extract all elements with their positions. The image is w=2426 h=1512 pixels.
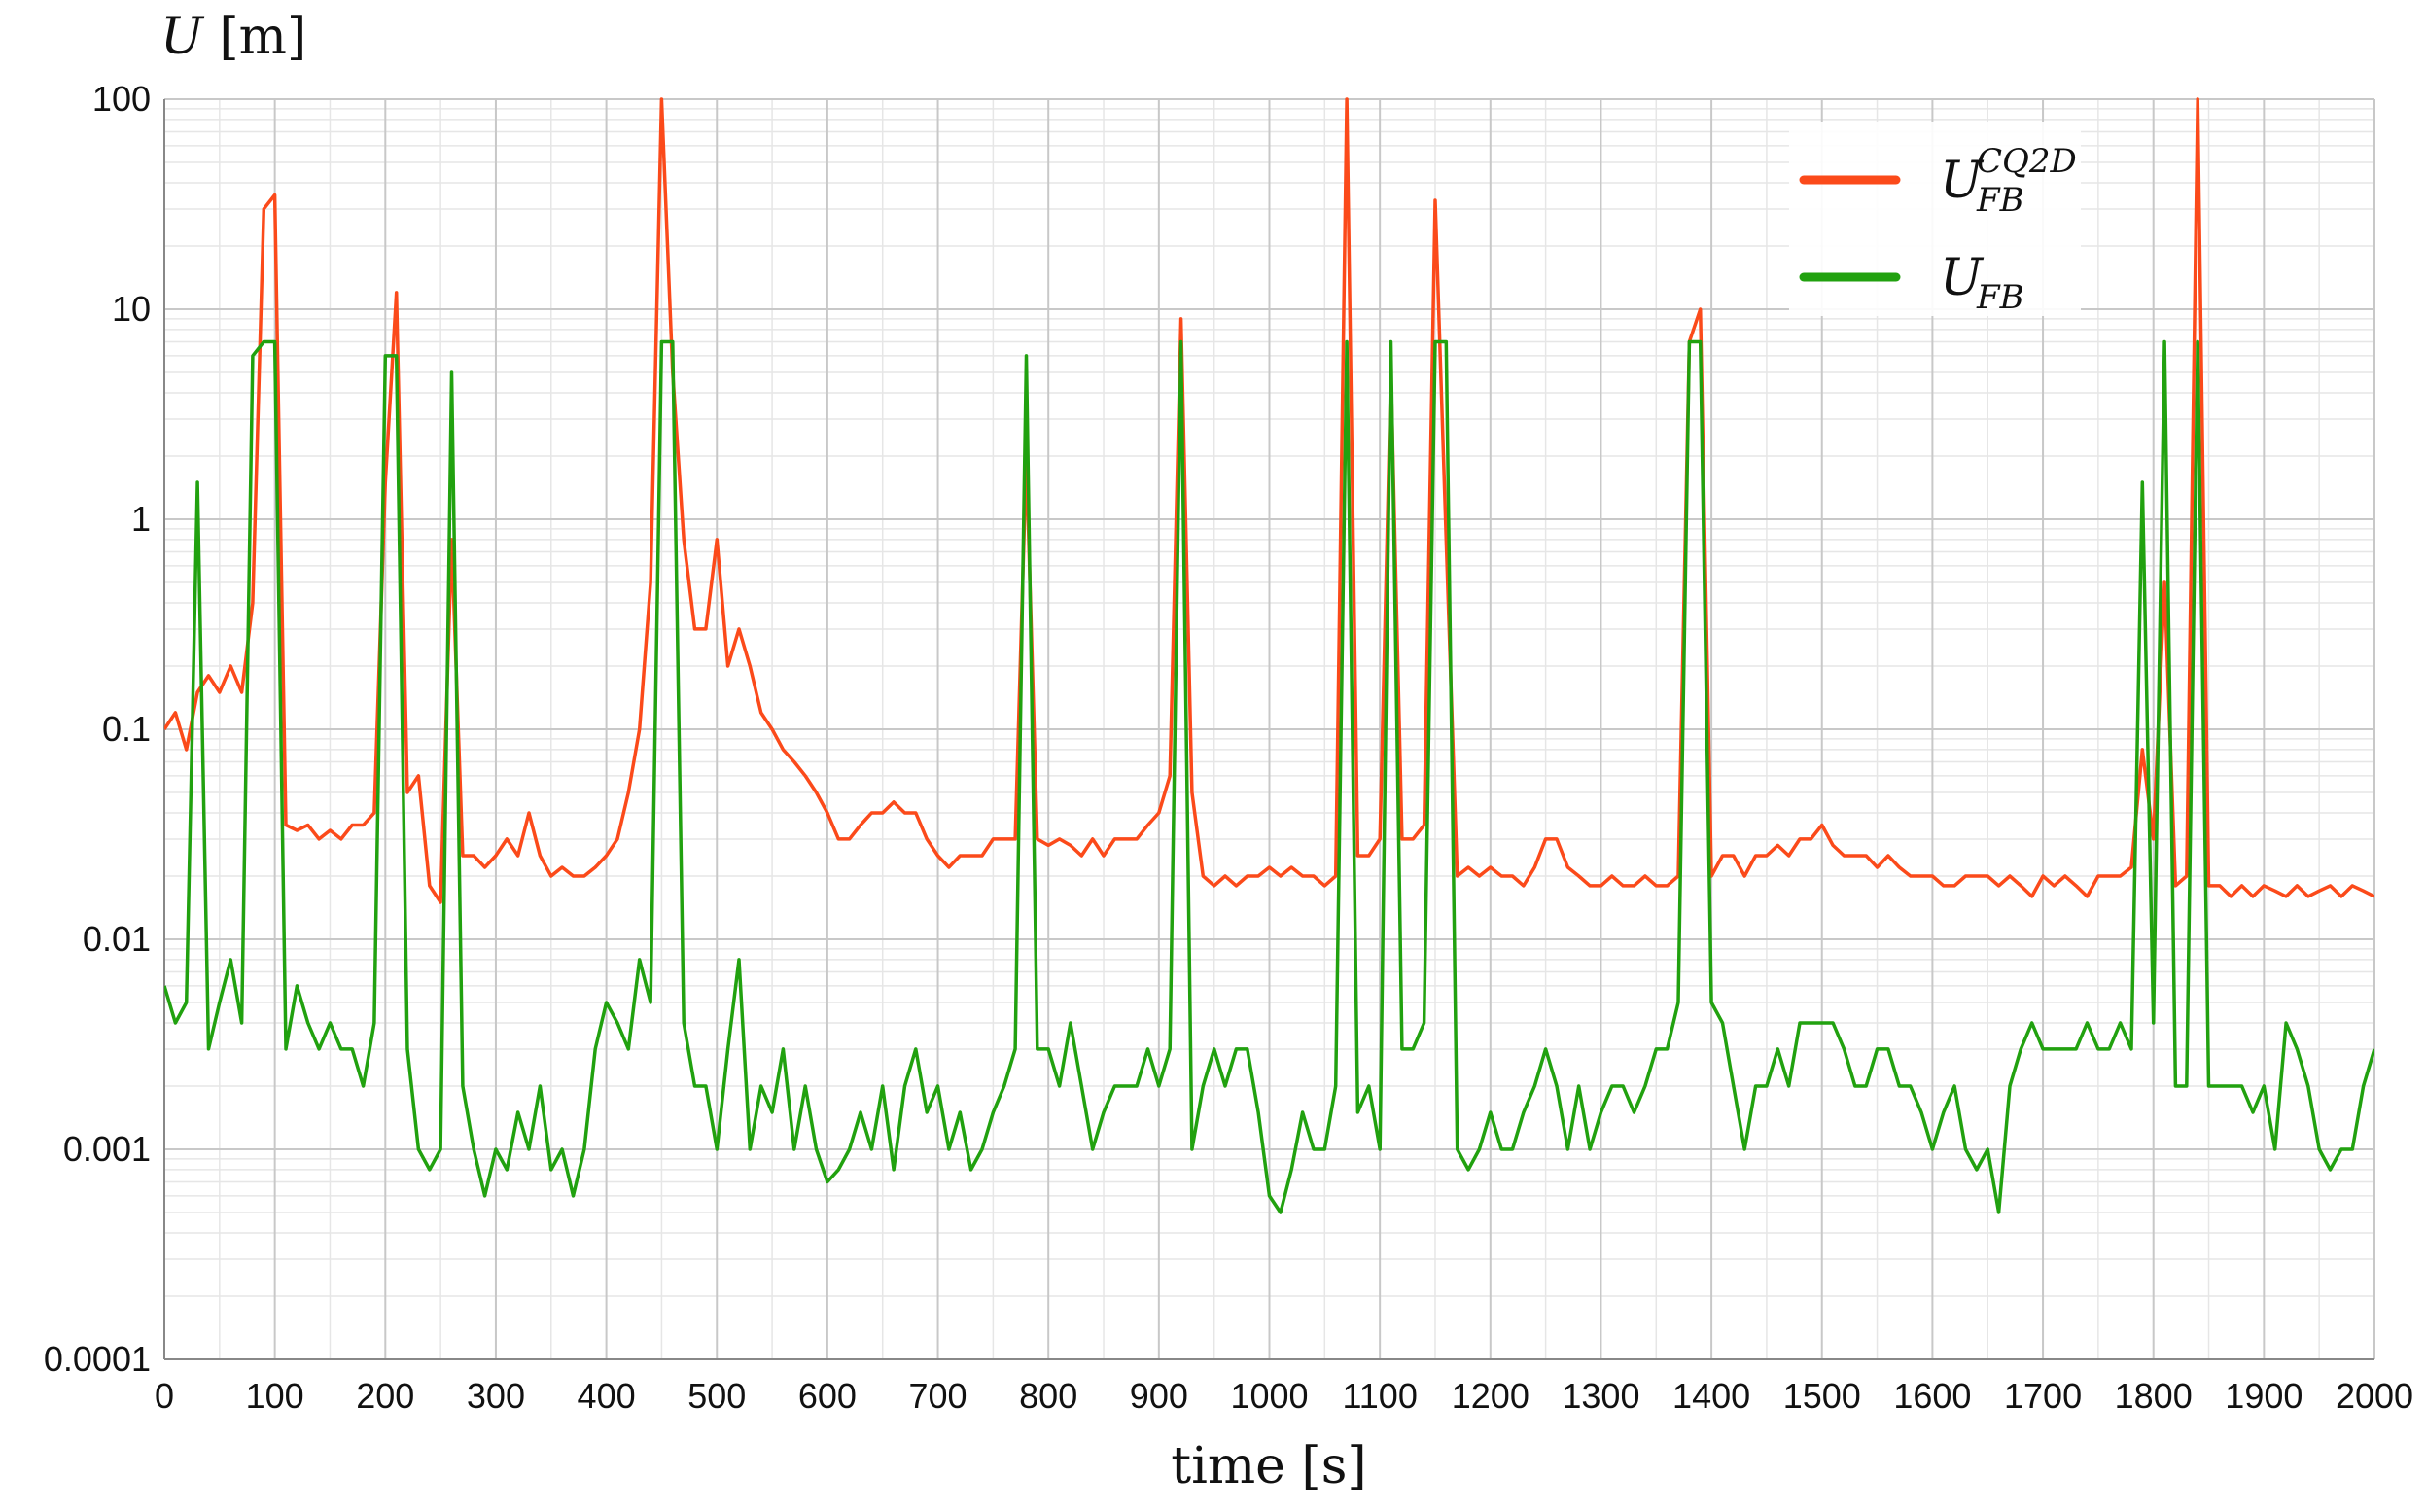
y-tick-label: 10 [112,289,151,329]
x-tick-label: 1100 [1342,1376,1417,1416]
x-tick-label: 1500 [1783,1376,1861,1416]
x-tick-label: 800 [1019,1376,1077,1416]
legend-label: UFBCQ2D [1940,142,2077,220]
y-tick-label: 0.01 [83,919,151,959]
y-tick-label: 0.001 [63,1129,151,1169]
x-tick-label: 0 [155,1376,174,1416]
y-tick-label: 1 [131,499,151,539]
x-tick-label: 300 [467,1376,525,1416]
x-tick-label: 700 [909,1376,967,1416]
x-tick-label: 1900 [2225,1376,2303,1416]
x-tick-label: 1600 [1893,1376,1971,1416]
legend-label: UFB [1940,249,2024,317]
x-tick-label: 1700 [2004,1376,2082,1416]
x-tick-label: 1800 [2115,1376,2193,1416]
data-line [164,339,2374,1214]
y-tick-label: 0.1 [102,709,151,749]
x-tick-label: 200 [356,1376,414,1416]
plot-area [164,97,2374,1214]
x-tick-label: 2000 [2336,1376,2413,1416]
x-tick-label: 1300 [1562,1376,1639,1416]
x-tick-label: 1200 [1452,1376,1529,1416]
y-tick-label: 100 [92,79,151,119]
x-tick-label: 1400 [1672,1376,1750,1416]
x-tick-label: 100 [246,1376,304,1416]
x-tick-label: 1000 [1230,1376,1308,1416]
x-tick-label: 500 [687,1376,746,1416]
y-tick-label: 0.0001 [44,1339,151,1379]
legend-box [1789,122,2081,316]
x-tick-label: 400 [578,1376,636,1416]
x-tick-label: 600 [798,1376,857,1416]
y-axis-label: U [m] [160,8,306,66]
x-tick-label: 900 [1130,1376,1188,1416]
x-axis-label: time [s] [1171,1437,1366,1495]
data-line [164,97,2374,904]
